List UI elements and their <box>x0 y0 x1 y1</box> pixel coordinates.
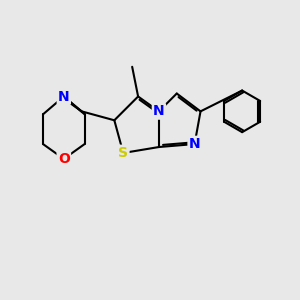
Text: S: S <box>118 146 128 160</box>
Text: N: N <box>189 137 200 151</box>
Text: N: N <box>153 104 165 118</box>
Text: O: O <box>58 152 70 166</box>
Text: N: N <box>58 89 70 103</box>
